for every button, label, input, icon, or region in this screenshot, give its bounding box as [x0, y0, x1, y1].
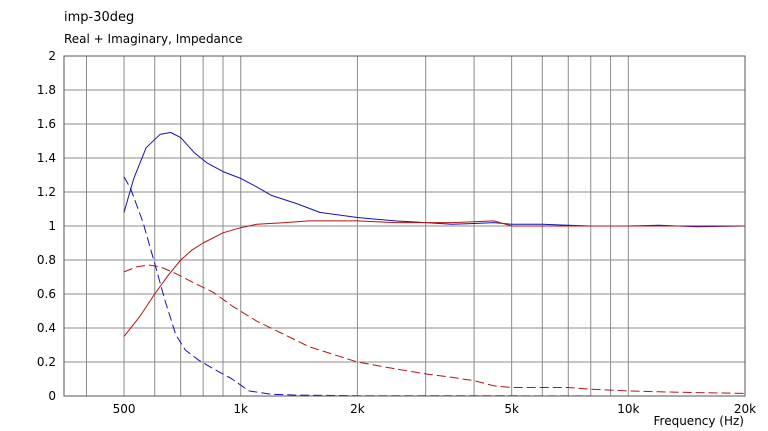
y-tick-label: 2: [48, 49, 56, 63]
x-tick-label: 500: [113, 402, 136, 416]
chart-subtitle: Real + Imaginary, Impedance: [64, 32, 243, 46]
chart-title: imp-30deg: [64, 10, 135, 25]
y-tick-label: 1.6: [37, 117, 56, 131]
series-line-red-dashed: [123, 264, 746, 394]
series-line-blue-dashed: [123, 176, 745, 397]
y-tick-label: 0: [48, 389, 56, 403]
series-group: [123, 132, 746, 397]
y-axis-ticks: 0 0.2 0.4 0.6 0.8 1 1.2 1.4 1.6 1.8 2: [37, 49, 56, 403]
y-tick-label: 1.4: [37, 151, 56, 165]
x-tick-label: 10k: [617, 402, 639, 416]
y-tick-label: 0.6: [37, 287, 56, 301]
x-axis-ticks: 500 1k 2k 5k 10k 20k: [113, 402, 757, 416]
y-tick-label: 0.2: [37, 355, 56, 369]
plot-frame: [63, 55, 746, 397]
y-tick-label: 0.4: [37, 321, 56, 335]
y-tick-label: 1: [48, 219, 56, 233]
x-tick-label: 20k: [734, 402, 756, 416]
series-line-blue-solid: [123, 132, 746, 228]
x-tick-label: 2k: [350, 402, 365, 416]
y-tick-label: 1.8: [37, 83, 56, 97]
x-tick-label: 1k: [233, 402, 248, 416]
y-tick-label: 1.2: [37, 185, 56, 199]
x-axis-label: Frequency (Hz): [654, 414, 745, 428]
y-tick-label: 0.8: [37, 253, 56, 267]
series-line-red-solid: [123, 220, 745, 337]
x-tick-label: 5k: [504, 402, 519, 416]
